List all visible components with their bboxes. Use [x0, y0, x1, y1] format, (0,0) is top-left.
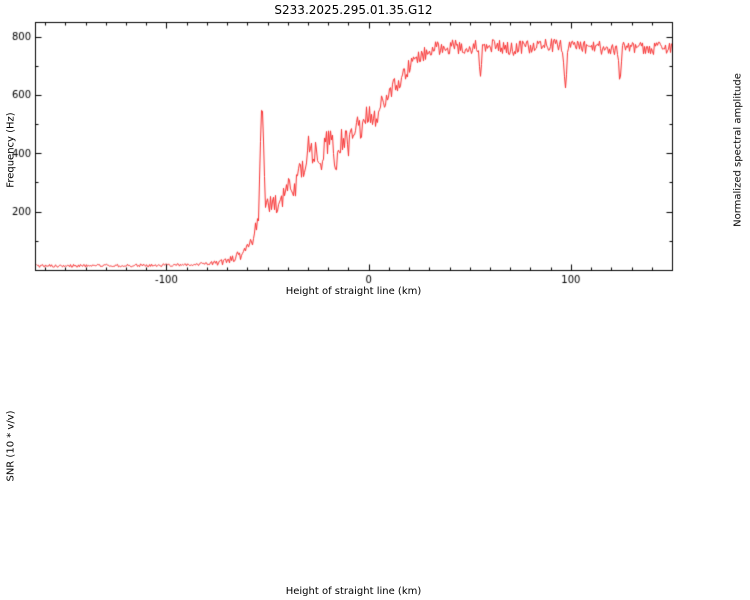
- snr-axis-label: SNR (10 * v/v): [5, 410, 17, 482]
- snr-canvas: [0, 0, 750, 300]
- frequency-axis-label: Frequency (Hz): [5, 112, 17, 188]
- colorbar-label: Normalized spectral amplitude: [732, 73, 744, 227]
- snr-xaxis-label: Height of straight line (km): [285, 586, 422, 597]
- spectrogram-xaxis-label: Height of straight line (km): [285, 286, 422, 297]
- figure-title: S233.2025.295.01.35.G12: [274, 3, 433, 17]
